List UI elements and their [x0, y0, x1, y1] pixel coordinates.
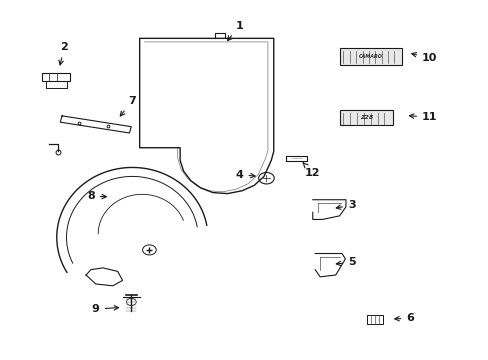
Bar: [42, 73, 70, 81]
Text: 6: 6: [394, 313, 413, 323]
Text: 11: 11: [408, 112, 437, 122]
Text: 10: 10: [411, 53, 437, 63]
Text: 2: 2: [59, 42, 68, 65]
Text: CAMARO: CAMARO: [358, 54, 382, 59]
Text: 8: 8: [87, 191, 106, 201]
Text: 12: 12: [303, 163, 320, 178]
Text: 4: 4: [235, 170, 255, 180]
Bar: [339, 111, 392, 126]
Text: Z28: Z28: [359, 116, 372, 121]
Text: 1: 1: [227, 21, 243, 41]
Text: 5: 5: [336, 257, 355, 267]
Bar: [366, 315, 382, 324]
Text: 7: 7: [120, 96, 136, 116]
Text: 3: 3: [336, 200, 355, 210]
Bar: [339, 48, 401, 65]
Text: 9: 9: [92, 304, 119, 314]
